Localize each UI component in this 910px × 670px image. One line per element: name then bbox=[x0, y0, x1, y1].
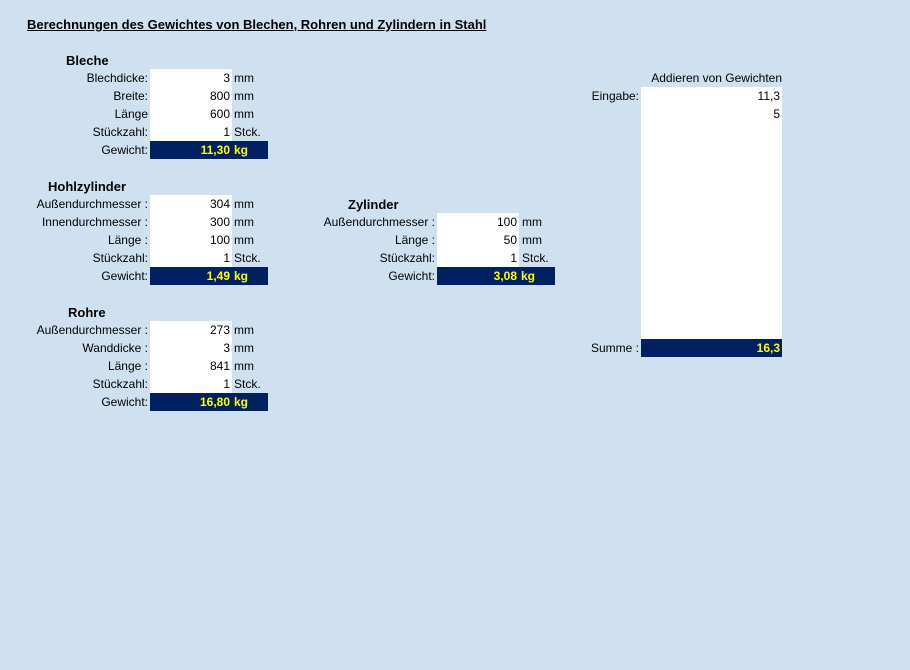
addieren-sum-label: Summe : bbox=[590, 341, 639, 355]
rohre-label-stueckzahl: Stückzahl: bbox=[92, 377, 148, 391]
zylinder-unit-stueckzahl: Stck. bbox=[522, 251, 549, 265]
addieren-input-label: Eingabe: bbox=[591, 89, 639, 103]
hohlzylinder-input-aussendurchmesser[interactable]: 304 bbox=[150, 195, 232, 213]
bleche-result: 11,30 kg bbox=[150, 141, 268, 159]
bleche-unit-stueckzahl: Stck. bbox=[234, 125, 261, 139]
hohlzylinder-label-stueckzahl: Stückzahl: bbox=[92, 251, 148, 265]
hohlzylinder-unit-laenge: mm bbox=[234, 233, 254, 247]
zylinder-result-unit: kg bbox=[521, 269, 536, 283]
hohlzylinder-input-stueckzahl[interactable]: 1 bbox=[150, 249, 232, 267]
zylinder-result-value: 3,08 bbox=[493, 269, 517, 283]
zylinder-result: 3,08 kg bbox=[437, 267, 555, 285]
hohlzylinder-input-innendurchmesser[interactable]: 300 bbox=[150, 213, 232, 231]
rohre-input-laenge[interactable]: 841 bbox=[150, 357, 232, 375]
hohlzylinder-result: 1,49 kg bbox=[150, 267, 268, 285]
bleche-input-stueckzahl[interactable]: 1 bbox=[150, 123, 232, 141]
hohlzylinder-result-label: Gewicht: bbox=[101, 269, 148, 283]
bleche-input-laenge[interactable]: 600 bbox=[150, 105, 232, 123]
bleche-unit-blechdicke: mm bbox=[234, 71, 254, 85]
bleche-label-breite: Breite: bbox=[113, 89, 148, 103]
addieren-input-column bbox=[641, 87, 782, 339]
zylinder-label-aussendurchmesser: Außendurchmesser : bbox=[323, 215, 435, 229]
rohre-input-aussendurchmesser[interactable]: 273 bbox=[150, 321, 232, 339]
hohlzylinder-result-unit: kg bbox=[234, 269, 249, 283]
rohre-unit-laenge: mm bbox=[234, 359, 254, 373]
zylinder-input-aussendurchmesser[interactable]: 100 bbox=[437, 213, 519, 231]
section-heading-rohre: Rohre bbox=[68, 305, 106, 320]
zylinder-input-laenge[interactable]: 50 bbox=[437, 231, 519, 249]
section-heading-zylinder: Zylinder bbox=[348, 197, 399, 212]
hohlzylinder-unit-aussendurchmesser: mm bbox=[234, 197, 254, 211]
page-title: Berechnungen des Gewichtes von Blechen, … bbox=[27, 17, 487, 32]
bleche-label-laenge: Länge bbox=[114, 107, 148, 121]
section-heading-hohlzylinder: Hohlzylinder bbox=[48, 179, 127, 194]
rohre-result-label: Gewicht: bbox=[101, 395, 148, 409]
hohlzylinder-unit-innendurchmesser: mm bbox=[234, 215, 254, 229]
hohlzylinder-input-laenge[interactable]: 100 bbox=[150, 231, 232, 249]
hohlzylinder-label-innendurchmesser: Innendurchmesser : bbox=[41, 215, 148, 229]
bleche-label-blechdicke: Blechdicke: bbox=[86, 71, 148, 85]
rohre-result-value: 16,80 bbox=[199, 395, 230, 409]
rohre-input-wanddicke[interactable]: 3 bbox=[150, 339, 232, 357]
rohre-unit-aussendurchmesser: mm bbox=[234, 323, 254, 337]
addieren-sum-value: 16,3 bbox=[641, 339, 782, 357]
hohlzylinder-label-laenge: Länge : bbox=[107, 233, 148, 247]
rohre-label-wanddicke: Wanddicke : bbox=[82, 341, 148, 355]
rohre-result-unit: kg bbox=[234, 395, 249, 409]
addieren-heading: Addieren von Gewichten bbox=[651, 71, 782, 85]
rohre-label-aussendurchmesser: Außendurchmesser : bbox=[36, 323, 148, 337]
bleche-result-value: 11,30 bbox=[200, 143, 230, 157]
hohlzylinder-result-value: 1,49 bbox=[206, 269, 230, 283]
zylinder-label-laenge: Länge : bbox=[394, 233, 435, 247]
bleche-result-label: Gewicht: bbox=[101, 143, 148, 157]
rohre-label-laenge: Länge : bbox=[107, 359, 148, 373]
rohre-result: 16,80 kg bbox=[150, 393, 268, 411]
bleche-unit-laenge: mm bbox=[234, 107, 254, 121]
bleche-input-blechdicke[interactable]: 3 bbox=[150, 69, 232, 87]
zylinder-unit-aussendurchmesser: mm bbox=[522, 215, 542, 229]
rohre-unit-wanddicke: mm bbox=[234, 341, 254, 355]
zylinder-unit-laenge: mm bbox=[522, 233, 542, 247]
hohlzylinder-unit-stueckzahl: Stck. bbox=[234, 251, 261, 265]
addieren-entry-2[interactable]: 5 bbox=[773, 107, 780, 121]
rohre-input-stueckzahl[interactable]: 1 bbox=[150, 375, 232, 393]
rohre-unit-stueckzahl: Stck. bbox=[234, 377, 261, 391]
bleche-unit-breite: mm bbox=[234, 89, 254, 103]
zylinder-label-stueckzahl: Stückzahl: bbox=[379, 251, 435, 265]
zylinder-input-stueckzahl[interactable]: 1 bbox=[437, 249, 519, 267]
hohlzylinder-label-aussendurchmesser: Außendurchmesser : bbox=[36, 197, 148, 211]
section-heading-bleche: Bleche bbox=[66, 53, 109, 68]
zylinder-result-label: Gewicht: bbox=[388, 269, 435, 283]
bleche-result-unit: kg bbox=[234, 143, 249, 157]
bleche-input-breite[interactable]: 800 bbox=[150, 87, 232, 105]
bleche-label-stueckzahl: Stückzahl: bbox=[92, 125, 148, 139]
addieren-entry-1[interactable]: 11,3 bbox=[757, 89, 780, 103]
